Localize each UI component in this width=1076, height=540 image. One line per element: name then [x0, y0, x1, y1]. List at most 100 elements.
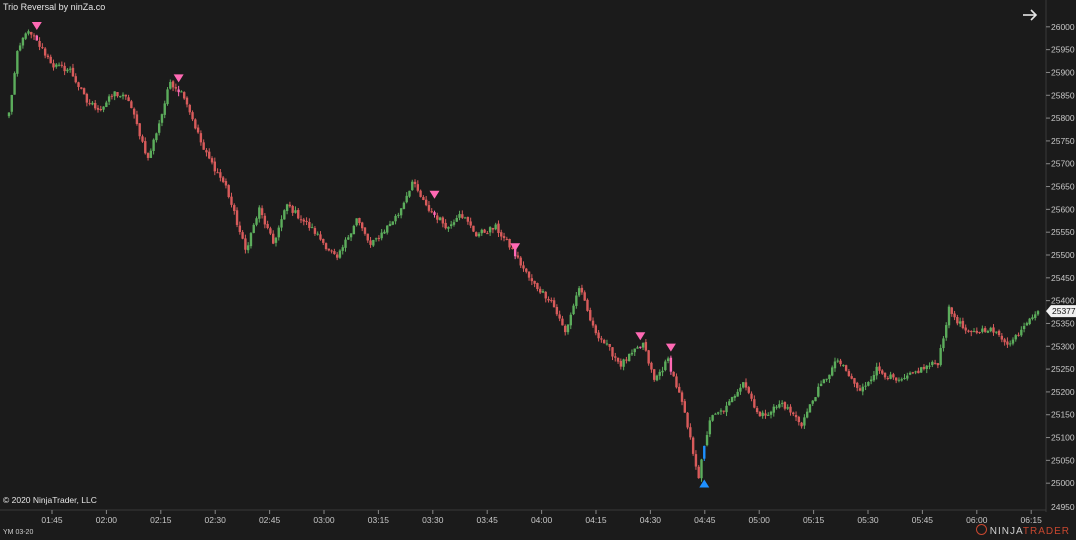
candle-body[interactable]: [992, 327, 995, 333]
candle-body[interactable]: [316, 233, 319, 235]
candle-body[interactable]: [872, 375, 876, 381]
candle-body[interactable]: [591, 320, 595, 326]
candle-body[interactable]: [678, 386, 681, 393]
candle-body[interactable]: [981, 328, 984, 332]
candle-body[interactable]: [839, 360, 842, 365]
candle-body[interactable]: [953, 313, 956, 318]
candle-body[interactable]: [405, 195, 408, 203]
candle-body[interactable]: [244, 238, 247, 250]
candle-body[interactable]: [753, 399, 756, 408]
candle-body[interactable]: [527, 271, 531, 278]
candle-body[interactable]: [63, 65, 66, 72]
candle-body[interactable]: [886, 378, 890, 380]
candle-body[interactable]: [956, 316, 959, 324]
candle-body[interactable]: [13, 73, 16, 95]
candle-body[interactable]: [1003, 339, 1006, 343]
candle-body[interactable]: [280, 219, 283, 228]
candle-body[interactable]: [469, 221, 472, 226]
candle-body[interactable]: [655, 375, 659, 381]
candle-body[interactable]: [402, 202, 406, 209]
candle-body[interactable]: [1008, 343, 1012, 345]
candle-body[interactable]: [978, 332, 981, 334]
candle-body[interactable]: [194, 119, 197, 129]
candle-body[interactable]: [221, 177, 225, 182]
candle-body[interactable]: [394, 215, 397, 222]
candle-body[interactable]: [986, 331, 990, 333]
candle-body[interactable]: [947, 306, 951, 326]
candle-body[interactable]: [397, 214, 400, 216]
candle-body[interactable]: [366, 233, 369, 241]
candle-body[interactable]: [99, 108, 102, 111]
candle-body[interactable]: [725, 405, 728, 413]
candle-body[interactable]: [157, 123, 161, 133]
candle-body[interactable]: [449, 224, 453, 227]
candle-body[interactable]: [817, 386, 820, 397]
candle-body[interactable]: [814, 397, 817, 402]
candle-body[interactable]: [792, 412, 795, 415]
candle-body[interactable]: [577, 288, 581, 296]
candle-body[interactable]: [283, 210, 286, 220]
candle-body[interactable]: [447, 226, 450, 229]
candle-body[interactable]: [564, 325, 567, 333]
candle-body[interactable]: [864, 385, 867, 387]
candle-body[interactable]: [383, 231, 386, 234]
candle-body[interactable]: [1011, 339, 1015, 344]
candle-body[interactable]: [572, 305, 575, 315]
candle-body[interactable]: [305, 220, 308, 223]
candle-body[interactable]: [664, 361, 667, 371]
candle-body[interactable]: [669, 357, 673, 372]
candle-body[interactable]: [825, 378, 828, 380]
candle-body[interactable]: [505, 238, 509, 240]
candle-body[interactable]: [611, 347, 614, 357]
candle-body[interactable]: [1031, 317, 1034, 320]
candle-body[interactable]: [127, 97, 130, 102]
candle-body[interactable]: [892, 374, 895, 378]
candle-body[interactable]: [180, 91, 183, 93]
candle-body[interactable]: [210, 158, 214, 163]
candle-body[interactable]: [124, 94, 128, 97]
candle-body[interactable]: [522, 265, 525, 269]
candle-body[interactable]: [135, 114, 139, 124]
candle-body[interactable]: [666, 358, 670, 362]
candle-body[interactable]: [152, 139, 155, 152]
candle-body[interactable]: [586, 299, 589, 311]
candle-body[interactable]: [413, 181, 417, 185]
candle-body[interactable]: [1000, 335, 1004, 340]
candle-body[interactable]: [1006, 341, 1009, 345]
candle-body[interactable]: [502, 236, 506, 239]
candle-body[interactable]: [494, 224, 497, 230]
candle-body[interactable]: [49, 56, 52, 64]
candle-body[interactable]: [16, 51, 19, 74]
candle-body[interactable]: [216, 172, 219, 174]
candle-body[interactable]: [333, 251, 336, 255]
candle-body[interactable]: [74, 76, 77, 83]
candle-body[interactable]: [196, 127, 200, 133]
candle-body[interactable]: [583, 292, 586, 301]
candle-body[interactable]: [358, 217, 361, 224]
candle-body[interactable]: [683, 401, 687, 413]
candle-body[interactable]: [18, 45, 22, 51]
candle-body[interactable]: [330, 250, 333, 252]
candle-body[interactable]: [1028, 318, 1031, 325]
candle-body[interactable]: [894, 377, 898, 381]
candle-body[interactable]: [427, 205, 431, 211]
candle-body[interactable]: [441, 217, 445, 224]
candle-body[interactable]: [919, 367, 923, 373]
candle-body[interactable]: [10, 94, 13, 112]
candle-body[interactable]: [619, 360, 623, 367]
candle-body[interactable]: [1034, 314, 1037, 318]
candle-body[interactable]: [730, 397, 734, 403]
candle-body[interactable]: [906, 375, 909, 379]
candle-body[interactable]: [733, 395, 737, 398]
candle-body[interactable]: [961, 320, 965, 329]
candle-body[interactable]: [255, 218, 258, 225]
candle-body[interactable]: [544, 291, 547, 299]
candle-body[interactable]: [728, 401, 731, 406]
candle-body[interactable]: [463, 217, 467, 219]
candle-body[interactable]: [691, 437, 695, 454]
candle-body[interactable]: [647, 350, 650, 364]
candle-body[interactable]: [911, 372, 915, 374]
candle-body[interactable]: [711, 415, 714, 421]
candle-body[interactable]: [77, 82, 80, 87]
candle-body[interactable]: [594, 325, 598, 334]
